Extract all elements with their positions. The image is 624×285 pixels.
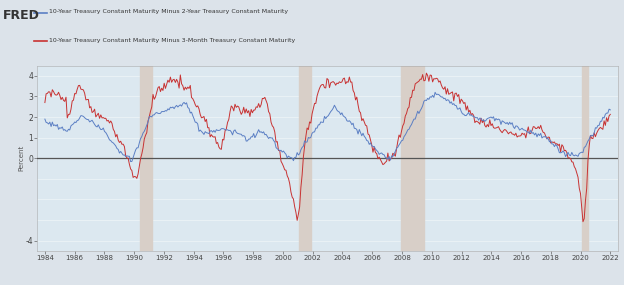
Bar: [300, 66, 311, 251]
Bar: [582, 66, 588, 251]
Text: 10-Year Treasury Constant Maturity Minus 3-Month Treasury Constant Maturity: 10-Year Treasury Constant Maturity Minus…: [49, 38, 295, 43]
Bar: [401, 66, 424, 251]
Text: 10-Year Treasury Constant Maturity Minus 2-Year Treasury Constant Maturity: 10-Year Treasury Constant Maturity Minus…: [49, 9, 288, 15]
Text: FRED: FRED: [3, 9, 40, 23]
Y-axis label: Percent: Percent: [18, 145, 24, 171]
Bar: [140, 66, 152, 251]
